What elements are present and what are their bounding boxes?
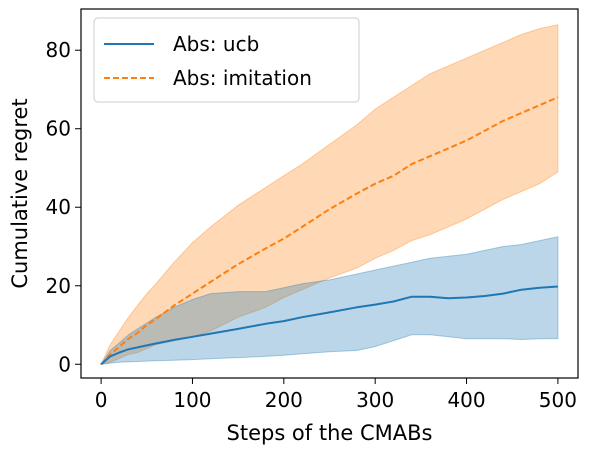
x-tick-label: 500 — [539, 388, 577, 412]
legend-label: Abs: ucb — [173, 32, 259, 56]
y-axis-label: Cumulative regret — [8, 98, 32, 288]
x-axis-label: Steps of the CMABs — [227, 421, 433, 445]
y-tick-label: 40 — [46, 195, 71, 219]
series-line-imitation — [100, 96, 559, 365]
series-line-ucb — [100, 285, 558, 366]
x-tick-label: 200 — [265, 388, 303, 412]
legend-box — [93, 17, 360, 103]
plot-frame — [80, 8, 579, 379]
x-axis: 0 100 200 300 400 500 — [95, 378, 577, 412]
legend-label: Abs: imitation — [173, 66, 312, 90]
y-tick-label: 80 — [46, 38, 71, 62]
y-axis: 0 20 40 60 80 — [46, 38, 81, 376]
series-lines — [100, 96, 559, 366]
x-tick-label: 100 — [173, 388, 211, 412]
x-tick-label: 400 — [447, 388, 485, 412]
x-tick-label: 0 — [95, 388, 108, 412]
y-tick-label: 60 — [46, 117, 71, 141]
x-tick-label: 300 — [356, 388, 394, 412]
y-tick-label: 20 — [46, 274, 71, 298]
legend: Abs: ucb Abs: imitation — [93, 17, 360, 103]
y-tick-label: 0 — [58, 352, 71, 376]
